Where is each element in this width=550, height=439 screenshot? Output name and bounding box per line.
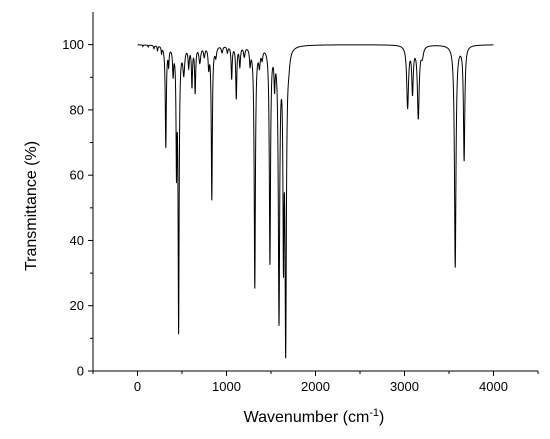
- series-line: [137, 44, 494, 359]
- plot-frame: [92, 12, 538, 372]
- y-tick-label: 20: [70, 298, 84, 313]
- x-axis-title: Wavenumber (cm-1): [244, 407, 385, 426]
- x-tick-label: 3000: [390, 379, 419, 394]
- x-axis-ticks: 0 1000 2000 3000 4000: [92, 371, 539, 394]
- y-axis-title: Transmittance (%): [23, 141, 40, 271]
- x-tick-label: 0: [134, 379, 141, 394]
- x-axis-title-end: ): [379, 409, 384, 426]
- x-tick-label: 1000: [212, 379, 241, 394]
- x-tick-label: 2000: [301, 379, 330, 394]
- x-axis-title-main: Wavenumber (cm: [244, 409, 370, 426]
- y-tick-label: 100: [62, 37, 84, 52]
- y-tick-label: 60: [70, 168, 84, 183]
- y-axis-ticks: 0 20 40 60 80 100: [62, 37, 93, 379]
- y-tick-label: 40: [70, 233, 84, 248]
- x-axis-title-superscript: -1: [369, 407, 379, 419]
- y-tick-label: 0: [77, 364, 84, 379]
- x-tick-label: 4000: [479, 379, 508, 394]
- y-tick-label: 80: [70, 102, 84, 117]
